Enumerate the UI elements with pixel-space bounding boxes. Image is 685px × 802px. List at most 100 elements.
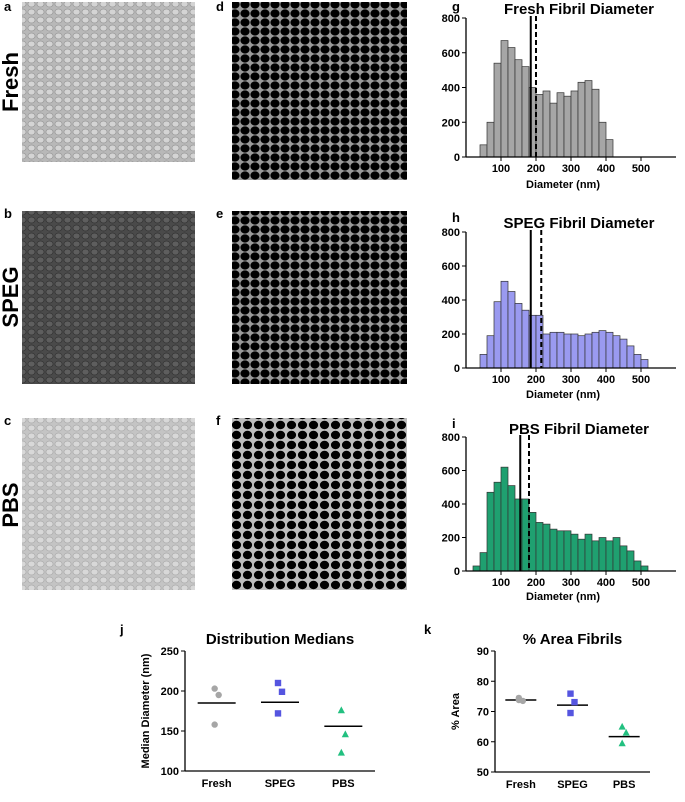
x-tick-label: SPEG — [557, 779, 588, 791]
y-tick-label: 250 — [161, 646, 179, 658]
chart-title: Fresh Fibril Diameter — [504, 1, 654, 18]
x-tick-label: 200 — [527, 163, 545, 175]
y-tick-label: 800 — [442, 13, 460, 25]
y-tick-label: 400 — [442, 295, 460, 307]
bar — [633, 560, 642, 572]
bar — [507, 291, 516, 369]
y-tick-label: 800 — [442, 432, 460, 444]
point — [337, 706, 345, 714]
x-tick-label: 400 — [597, 163, 615, 175]
bar — [605, 139, 614, 158]
x-tick-label: PBS — [332, 778, 355, 790]
bar — [619, 545, 628, 572]
bar — [549, 528, 558, 572]
bar — [556, 92, 565, 158]
point — [215, 691, 222, 699]
bar — [486, 491, 495, 572]
bar — [521, 309, 530, 369]
bar — [591, 540, 600, 572]
segmented-micrograph — [232, 418, 407, 590]
x-tick-label: PBS — [613, 779, 636, 791]
point — [274, 679, 282, 687]
bar — [556, 530, 565, 572]
bar — [493, 481, 502, 572]
row-label: PBS — [0, 482, 23, 527]
y-tick-label: 200 — [161, 686, 179, 698]
point — [278, 688, 286, 695]
point — [211, 721, 218, 728]
bar — [500, 40, 509, 158]
row-label: SPEG — [0, 266, 23, 327]
y-tick-label: 600 — [442, 466, 460, 478]
bar — [626, 550, 635, 572]
segmented-micrograph — [232, 211, 407, 384]
y-tick-label: 0 — [454, 363, 460, 375]
x-tick-label: 100 — [492, 374, 510, 386]
y-tick-label: 400 — [442, 499, 460, 511]
panel-label: f — [216, 413, 221, 428]
x-tick-label: 300 — [562, 374, 580, 386]
panel-label: d — [216, 0, 224, 14]
x-tick-label: 200 — [527, 374, 545, 386]
micrograph — [22, 418, 195, 590]
y-tick-label: 200 — [442, 329, 460, 341]
bar — [493, 62, 502, 158]
bar — [591, 331, 600, 369]
bar — [521, 498, 530, 572]
x-tick-label: 500 — [632, 374, 650, 386]
bar — [626, 345, 635, 369]
chart-title: Distribution Medians — [206, 631, 354, 648]
point — [341, 730, 349, 738]
x-tick-label: SPEG — [265, 778, 296, 790]
bar — [549, 331, 558, 369]
y-tick-label: 150 — [161, 726, 179, 738]
point — [618, 739, 626, 747]
x-tick-label: 500 — [632, 163, 650, 175]
y-tick-label: 70 — [477, 707, 489, 719]
bar — [640, 359, 649, 369]
bar — [549, 102, 558, 158]
bar — [500, 466, 509, 572]
bar — [598, 330, 607, 369]
panel-label: i — [452, 416, 456, 431]
point — [622, 728, 630, 736]
chart-title: PBS Fibril Diameter — [509, 421, 649, 438]
bar — [542, 90, 551, 158]
bar — [479, 354, 488, 369]
bar — [612, 335, 621, 369]
x-tick-label: 400 — [597, 374, 615, 386]
y-tick-label: 60 — [477, 737, 489, 749]
y-tick-label: 80 — [477, 676, 489, 688]
panel-label: a — [4, 0, 12, 14]
bar — [563, 95, 572, 158]
bar — [535, 94, 544, 158]
bar — [619, 338, 628, 369]
x-axis-label: Diameter (nm) — [526, 179, 600, 191]
y-tick-label: 50 — [477, 767, 489, 779]
bar — [570, 90, 579, 158]
bar — [570, 533, 579, 572]
bar — [584, 533, 593, 572]
segmented-micrograph — [232, 2, 407, 180]
point — [337, 748, 345, 756]
bar — [563, 333, 572, 369]
y-tick-label: 600 — [442, 48, 460, 60]
bar — [584, 333, 593, 369]
x-tick-label: 100 — [492, 577, 510, 589]
x-axis-label: Diameter (nm) — [526, 389, 600, 401]
micrograph — [22, 211, 195, 384]
bar — [612, 537, 621, 572]
bar — [542, 523, 551, 572]
x-tick-label: 100 — [492, 163, 510, 175]
x-tick-label: Fresh — [506, 779, 536, 791]
bar — [584, 80, 593, 158]
panel-label: e — [216, 206, 223, 221]
x-tick-label: 400 — [597, 577, 615, 589]
x-tick-label: 500 — [632, 577, 650, 589]
bar — [472, 565, 481, 572]
bar — [633, 354, 642, 369]
x-tick-label: 300 — [562, 577, 580, 589]
panel-label: b — [4, 206, 12, 221]
bar — [528, 512, 537, 572]
